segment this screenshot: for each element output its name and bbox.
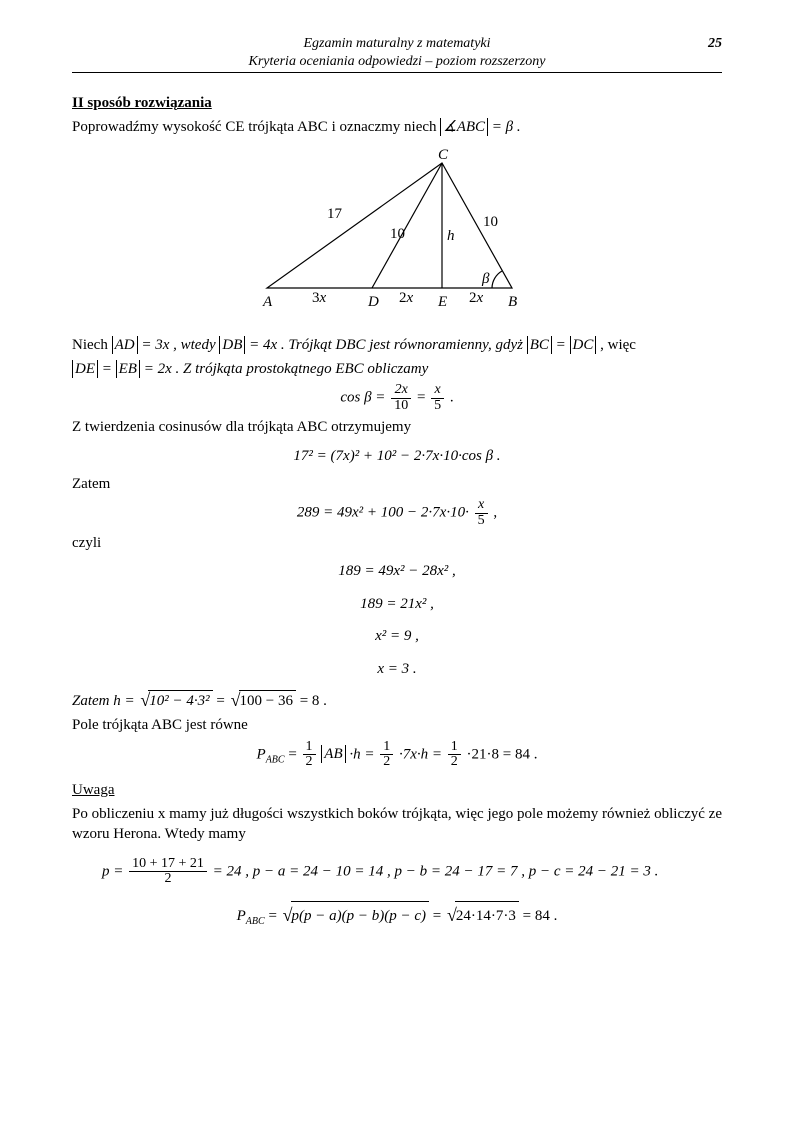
label-B: B	[508, 294, 517, 310]
label-E: E	[437, 294, 447, 310]
zatem-h: Zatem h = 10² − 4·3² = 100 − 36 = 8 .	[72, 687, 722, 711]
eq-cos: cos β = 2x10 = x5 .	[72, 383, 722, 413]
eq-189-2: 189 = 21x² ,	[72, 590, 722, 619]
eq-x2: x² = 9 ,	[72, 622, 722, 651]
label-D: D	[367, 294, 379, 310]
pole-label: Pole trójkąta ABC jest równe	[72, 715, 722, 735]
eq-pole: PABC = 12 AB ·h = 12 ·7x·h = 12 ·21·8 = …	[72, 740, 722, 770]
label-3x: 3x	[312, 290, 327, 306]
eq-x: x = 3 .	[72, 655, 722, 684]
paragraph-3: Z twierdzenia cosinusów dla trójkąta ABC…	[72, 417, 722, 437]
triangle-svg: A D E B C 17 10 10 h 3x 2x 2x β	[257, 148, 537, 318]
header-line2: Kryteria oceniania odpowiedzi – poziom r…	[249, 54, 546, 69]
triangle-figure: A D E B C 17 10 10 h 3x 2x 2x β	[72, 148, 722, 323]
eq-heron-p: p = 10 + 17 + 212 = 24 , p − a = 24 − 10…	[72, 857, 722, 887]
zatem: Zatem	[72, 474, 722, 494]
page-header: 25 Egzamin maturalny z matematyki Kryter…	[72, 35, 722, 73]
intro-paragraph: Poprowadźmy wysokość CE trójkąta ABC i o…	[72, 117, 722, 137]
label-beta: β	[481, 271, 490, 287]
label-2x-2: 2x	[469, 290, 484, 306]
czyli: czyli	[72, 533, 722, 553]
paragraph-2: DE = EB = 2x . Z trójkąta prostokątnego …	[72, 359, 722, 379]
paragraph-1: Niech AD = 3x , wtedy DB = 4x . Trójkąt …	[72, 335, 722, 355]
header-line1: Egzamin maturalny z matematyki	[303, 36, 490, 51]
page-number: 25	[708, 35, 722, 53]
label-17: 17	[327, 206, 343, 222]
label-2x-1: 2x	[399, 290, 414, 306]
eq-189-1: 189 = 49x² − 28x² ,	[72, 557, 722, 586]
eq-cosine-law: 17² = (7x)² + 10² − 2·7x·10·cos β .	[72, 442, 722, 471]
angle-abc: ∡ABC	[440, 118, 488, 136]
eq-289: 289 = 49x² + 100 − 2·7x·10· x5 ,	[72, 498, 722, 528]
label-10a: 10	[390, 226, 405, 242]
uwaga-heading: Uwaga	[72, 780, 722, 800]
uwaga-text: Po obliczeniu x mamy już długości wszyst…	[72, 804, 722, 845]
page: 25 Egzamin maturalny z matematyki Kryter…	[0, 0, 794, 1123]
label-10b: 10	[483, 214, 498, 230]
section-title: II sposób rozwiązania	[72, 93, 722, 113]
label-h: h	[447, 228, 455, 244]
label-C: C	[438, 148, 449, 163]
label-A: A	[262, 294, 273, 310]
eq-heron-area: PABC = p(p − a)(p − b)(p − c) = 24·14·7·…	[72, 897, 722, 931]
